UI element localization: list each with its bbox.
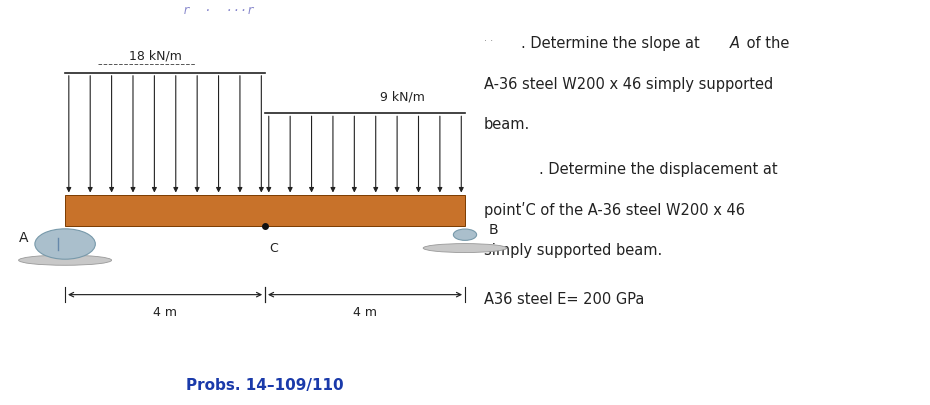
Text: . Determine the slope at: . Determine the slope at (521, 36, 704, 51)
Text: . Determine the displacement at: . Determine the displacement at (539, 162, 778, 177)
Text: r  ·  ···r: r · ···r (183, 4, 254, 17)
Text: beam.: beam. (484, 117, 530, 132)
Text: A-36 steel W200 x 46 simply supported: A-36 steel W200 x 46 simply supported (484, 77, 773, 92)
Text: A: A (19, 231, 28, 245)
Text: 9 kN/m: 9 kN/m (379, 90, 425, 103)
Text: pointʹC of the A-36 steel W200 x 46: pointʹC of the A-36 steel W200 x 46 (484, 202, 745, 219)
Text: 4 m: 4 m (353, 306, 377, 319)
Ellipse shape (453, 229, 476, 241)
Text: B: B (488, 223, 498, 237)
Text: 4 m: 4 m (153, 306, 177, 319)
Text: Probs. 14–109/110: Probs. 14–109/110 (186, 378, 344, 393)
Ellipse shape (35, 229, 96, 259)
Text: A36 steel E= 200 GPa: A36 steel E= 200 GPa (484, 292, 644, 307)
Text: 18 kN/m: 18 kN/m (129, 50, 182, 63)
Ellipse shape (423, 243, 507, 253)
Ellipse shape (19, 255, 112, 265)
Text: simply supported beam.: simply supported beam. (484, 243, 662, 258)
Bar (65, 196, 465, 226)
Text: C: C (270, 242, 278, 255)
Text: · ·: · · (484, 36, 493, 47)
Text: A: A (730, 36, 740, 51)
Text: of the: of the (742, 36, 790, 51)
